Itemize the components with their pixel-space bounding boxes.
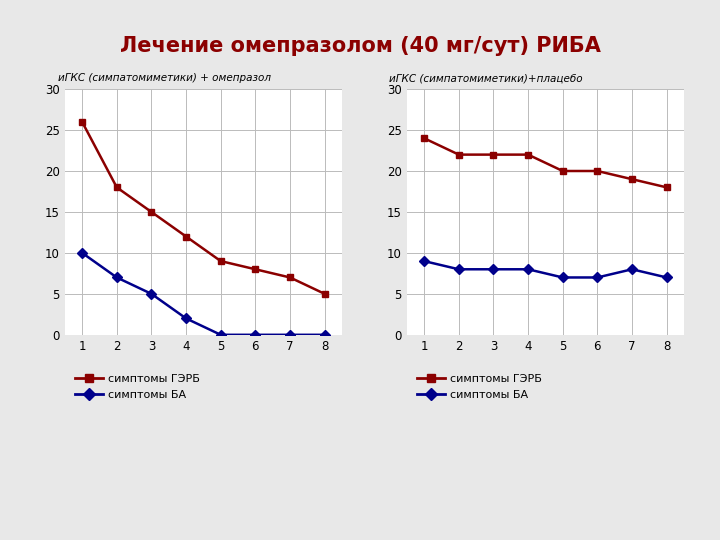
Text: иГКС (симпатомиметики) + омепразол: иГКС (симпатомиметики) + омепразол	[58, 73, 271, 83]
Legend: симптомы ГЭРБ, симптомы БА: симптомы ГЭРБ, симптомы БА	[71, 370, 204, 404]
Legend: симптомы ГЭРБ, симптомы БА: симптомы ГЭРБ, симптомы БА	[413, 370, 546, 404]
Text: Лечение омепразолом (40 мг/сут) РИБА: Лечение омепразолом (40 мг/сут) РИБА	[120, 36, 600, 56]
Text: иГКС (симпатомиметики)+плацебо: иГКС (симпатомиметики)+плацебо	[389, 73, 582, 83]
